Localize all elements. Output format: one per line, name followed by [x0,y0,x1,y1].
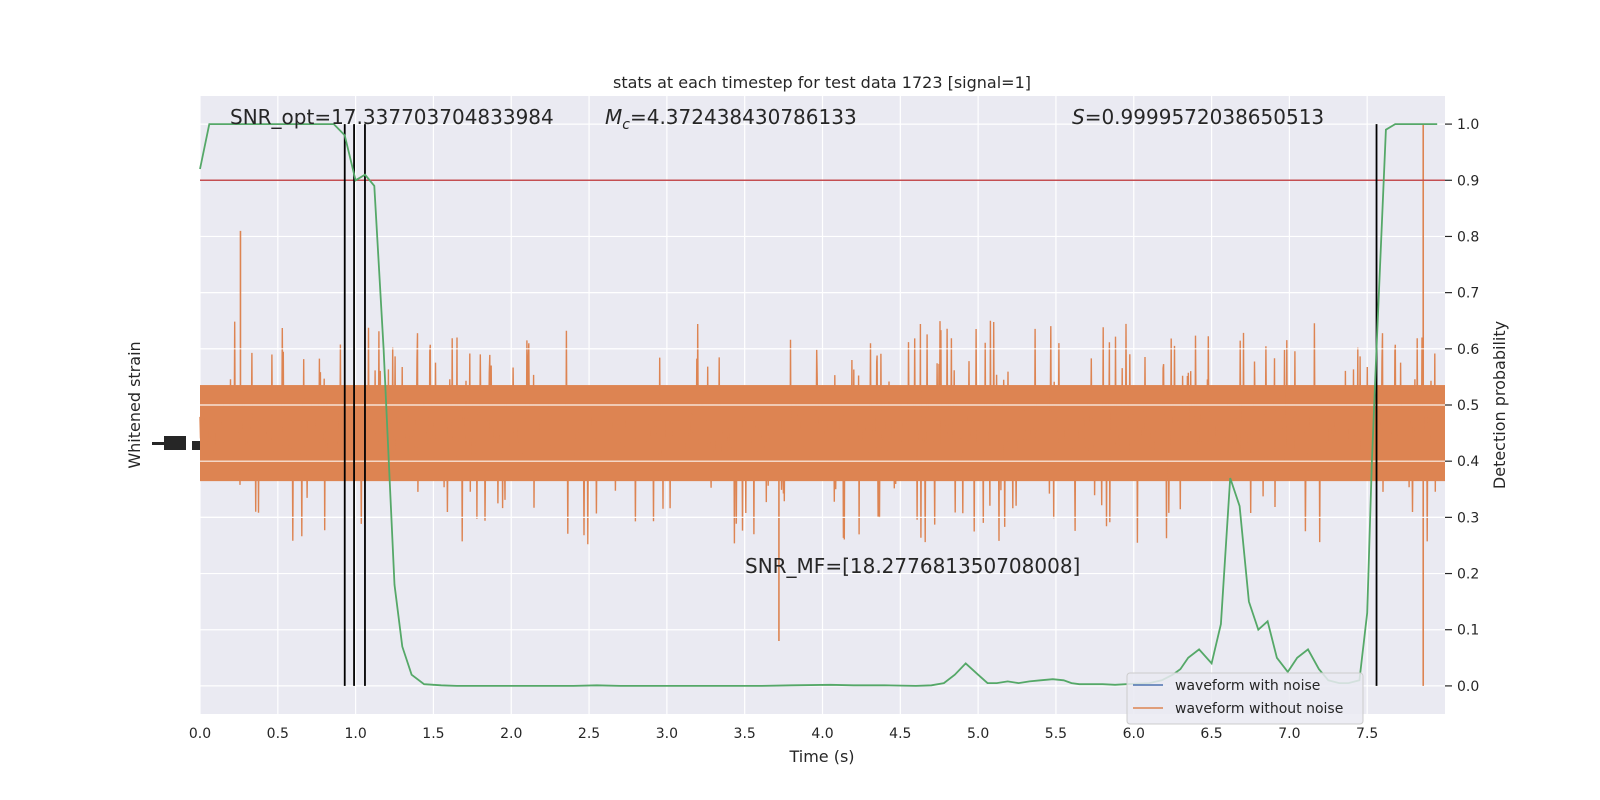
right-tick-label: 0.4 [1457,454,1479,470]
vertical-markers [343,124,1378,686]
x-axis-label: Time (s) [788,747,854,766]
legend: waveform with noise waveform without noi… [1126,672,1364,725]
left-tick-cluster [164,436,186,450]
s-value: =0.9999572038650513 [1085,105,1324,129]
left-tick-mark [152,442,164,445]
mc-symbol: M [605,105,622,129]
probability-series [199,123,1438,687]
snr-mf-annotation: SNR_MF=[18.277681350708008] [745,554,1080,578]
x-tick-label: 1.5 [422,726,444,742]
x-axis-ticks: 0.0 0.5 1.0 1.5 2.0 2.5 3.0 3.5 4.0 4.5 5.0 5.5 6.0 6… [189,726,1378,742]
x-tick-label: 3.5 [734,726,756,742]
right-tick-label: 0.9 [1457,173,1479,189]
right-axis-ticks: 0.0 0.1 0.2 0.3 0.4 0.5 0.6 0.7 0.8 0.9 1.0 [1445,117,1479,695]
legend-box [1126,672,1364,725]
grid-lines-overlay [200,348,1445,518]
s-annotation: S=0.9999572038650513 [1072,105,1324,129]
x-tick-label: 5.5 [1045,726,1067,742]
right-tick-label: 1.0 [1457,117,1479,133]
right-tick-label: 0.8 [1457,229,1479,245]
left-axis-label: Whitened strain [125,341,144,468]
right-tick-label: 0.5 [1457,398,1479,414]
x-tick-label: 5.0 [967,726,989,742]
x-tick-label: 7.0 [1278,726,1300,742]
x-tick-label: 0.0 [189,726,211,742]
chart-title: stats at each timestep for test data 172… [613,73,1031,92]
right-tick-label: 0.0 [1457,679,1479,695]
legend-label-with-noise: waveform with noise [1175,678,1320,694]
right-axis-label: Detection probability [1490,321,1509,489]
x-tick-label: 0.5 [267,726,289,742]
x-tick-label: 2.5 [578,726,600,742]
strain-line [199,320,1438,545]
left-axis-ticks [152,436,200,450]
x-tick-label: 4.0 [811,726,833,742]
legend-label-without-noise: waveform without noise [1175,701,1343,717]
mc-subscript: c [622,117,630,133]
mc-value: =4.372438430786133 [630,105,857,129]
left-tick-mark [192,441,200,450]
right-tick-label: 0.3 [1457,510,1479,526]
right-tick-label: 0.7 [1457,286,1479,302]
snr-opt-annotation: SNR_opt=17.337703704833984 [230,105,554,129]
x-tick-label: 4.5 [889,726,911,742]
strain-series [199,124,1445,686]
s-symbol: S [1072,105,1085,129]
probability-line [199,123,1438,687]
right-tick-label: 0.2 [1457,567,1479,583]
x-tick-label: 7.5 [1356,726,1378,742]
mc-annotation: Mc=4.372438430786133 [605,105,857,133]
x-tick-label: 1.0 [344,726,366,742]
x-tick-label: 6.0 [1123,726,1145,742]
x-tick-label: 6.5 [1200,726,1222,742]
x-tick-label: 2.0 [500,726,522,742]
right-tick-label: 0.6 [1457,342,1479,358]
right-tick-label: 0.1 [1457,623,1479,639]
x-tick-label: 3.0 [656,726,678,742]
